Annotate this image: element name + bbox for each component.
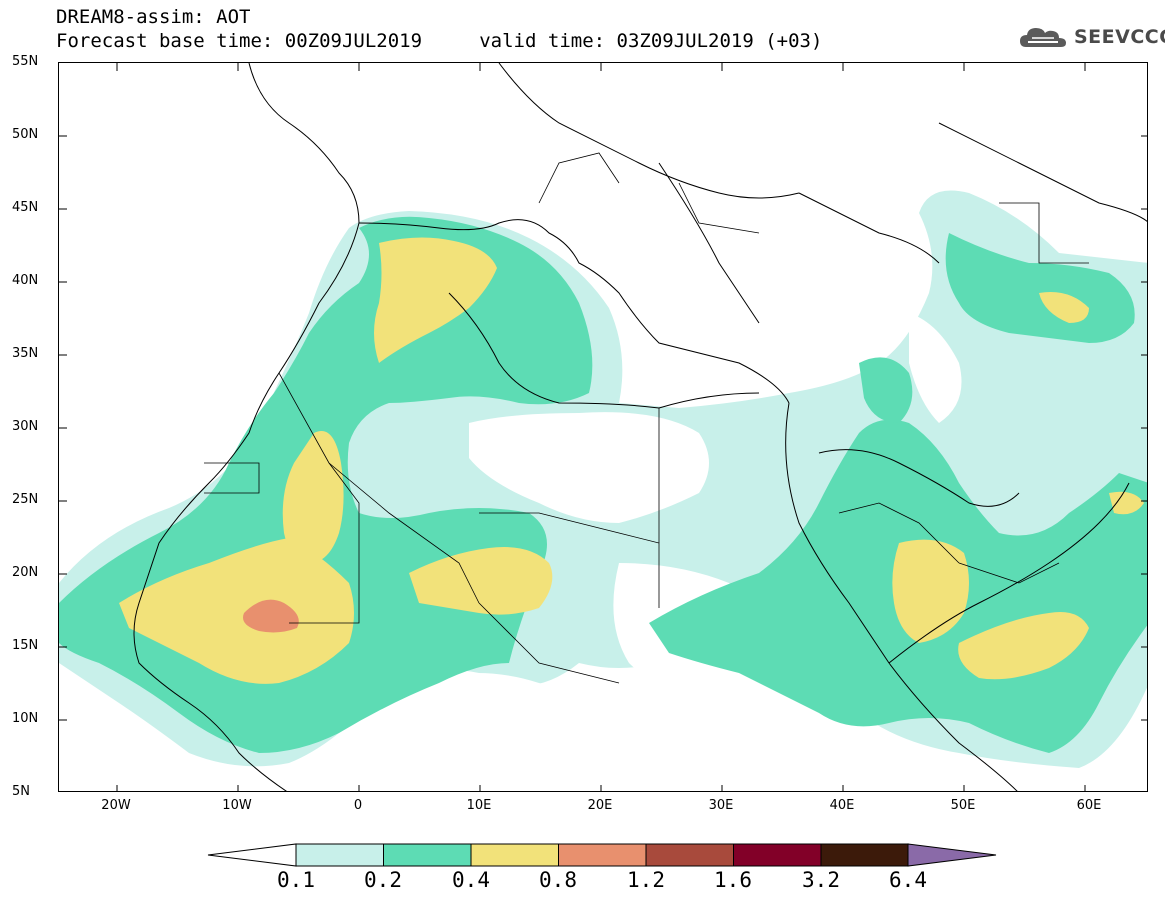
lat-label: 40N — [12, 273, 39, 288]
lon-label: 30E — [708, 798, 734, 813]
lat-label: 35N — [12, 346, 39, 361]
colorbar-label: 0.4 — [452, 868, 490, 892]
colorbar-segment — [645, 843, 734, 867]
colorbar-over-arrow — [907, 843, 997, 867]
colorbar-segment — [733, 843, 822, 867]
lat-label: 25N — [12, 492, 39, 507]
lat-label: 30N — [12, 419, 39, 434]
forecast-time-subtitle: Forecast base time: 00Z09JUL2019 valid t… — [56, 30, 823, 52]
lon-label: 0 — [353, 798, 363, 813]
colorbar-segments — [295, 843, 909, 867]
lon-label: 60E — [1076, 798, 1102, 813]
lat-label: 15N — [12, 638, 39, 653]
lon-label: 40E — [829, 798, 855, 813]
aot-level-0.8 — [243, 599, 299, 633]
colorbar-label: 0.1 — [277, 868, 315, 892]
lon-label: 10E — [466, 798, 492, 813]
colorbar-segment — [558, 843, 647, 867]
lat-label: 50N — [12, 127, 39, 142]
coastlines — [133, 63, 1147, 791]
lat-label: 55N — [12, 54, 39, 69]
lat-label: 5N — [12, 784, 30, 799]
lat-label: 45N — [12, 200, 39, 215]
lon-label: 50E — [950, 798, 976, 813]
aot-level-0.4 — [119, 237, 1144, 684]
lat-label: 10N — [12, 711, 39, 726]
colorbar-segment — [295, 843, 384, 867]
frame-ticks — [59, 63, 1147, 791]
colorbar-label: 1.2 — [627, 868, 665, 892]
country-borders — [204, 152, 1089, 684]
lon-label: 10W — [222, 798, 252, 813]
map-title: DREAM8-assim: AOT — [56, 6, 251, 28]
colorbar-segment — [383, 843, 472, 867]
lon-label: 20E — [587, 798, 613, 813]
colorbar-label: 6.4 — [889, 868, 927, 892]
logo-text: SEEVCCC — [1074, 26, 1165, 48]
cloud-logo-icon — [1020, 28, 1066, 47]
colorbar-label: 0.8 — [539, 868, 577, 892]
seevccc-logo: SEEVCCC — [1018, 22, 1165, 52]
colorbar-label: 3.2 — [802, 868, 840, 892]
aot-field-svg — [59, 63, 1147, 791]
colorbar-under-arrow — [207, 843, 297, 867]
lon-label: 20W — [101, 798, 131, 813]
colorbar-label: 1.6 — [714, 868, 752, 892]
colorbar-segment — [820, 843, 909, 867]
colorbar — [207, 843, 997, 867]
colorbar-segment — [470, 843, 559, 867]
aot-map — [58, 62, 1148, 792]
colorbar-label: 0.2 — [364, 868, 402, 892]
lat-label: 20N — [12, 565, 39, 580]
